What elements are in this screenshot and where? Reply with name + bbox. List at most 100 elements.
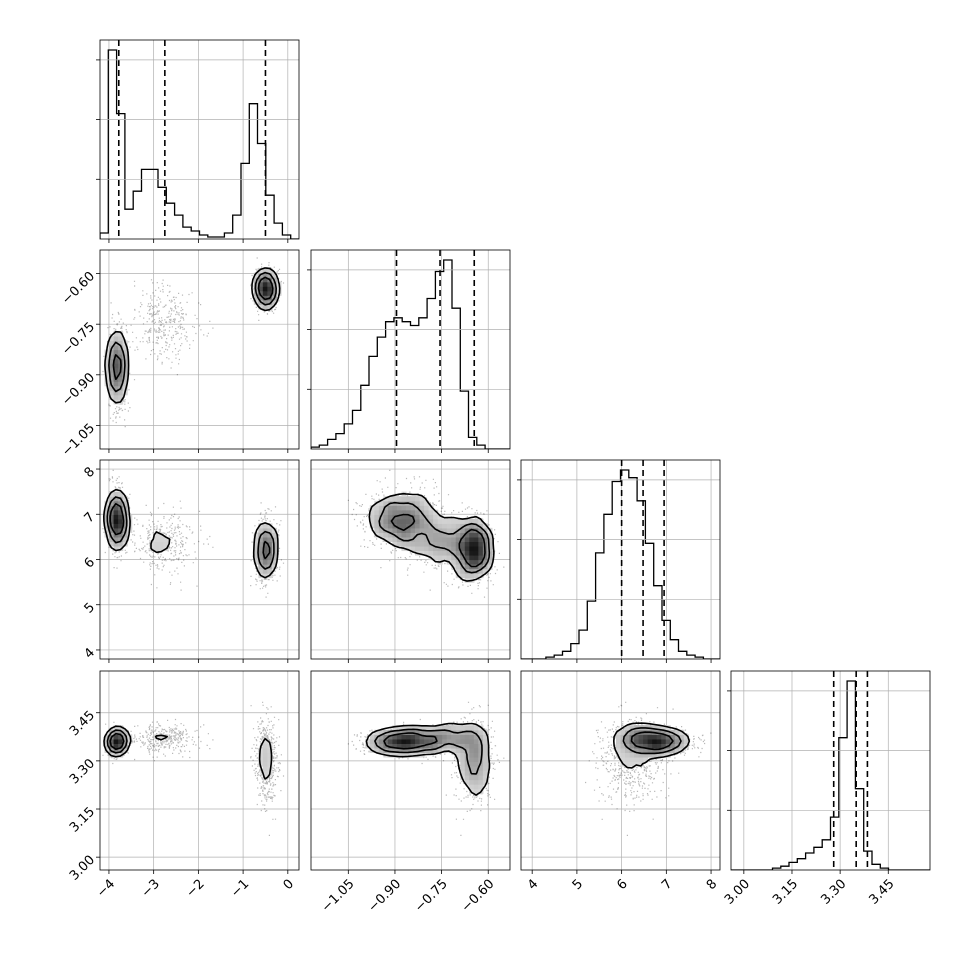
- density-cell: [478, 743, 484, 749]
- density-cell: [473, 729, 479, 735]
- density-cell: [464, 536, 470, 543]
- density-cell: [634, 756, 640, 763]
- density-cell: [460, 559, 466, 565]
- density-cell: [473, 523, 479, 529]
- density-cell: [109, 496, 115, 502]
- density-cell: [262, 304, 268, 310]
- density-cell: [118, 491, 124, 497]
- density-cell: [401, 532, 407, 538]
- density-cell: [638, 734, 644, 740]
- scatter-points: [102, 701, 285, 836]
- density-cell: [415, 725, 421, 731]
- density-cell: [118, 354, 124, 360]
- density-cell: [455, 554, 461, 561]
- density-cell: [652, 738, 658, 744]
- density-cell: [415, 743, 421, 749]
- panel-frame: [310, 459, 511, 660]
- density-cell: [387, 743, 394, 749]
- density-cell: [442, 541, 448, 547]
- density-cell: [478, 518, 484, 524]
- density-cell: [401, 509, 407, 515]
- density-cell: [670, 743, 676, 749]
- density-cell: [113, 747, 119, 754]
- density-cell: [267, 299, 273, 305]
- density-cell: [478, 550, 484, 556]
- density-cell: [446, 536, 452, 543]
- density-cell: [392, 496, 398, 502]
- density-cell: [455, 532, 461, 538]
- density-cell: [442, 527, 448, 533]
- density-cell: [460, 550, 466, 556]
- density-cell: [643, 743, 649, 749]
- density-cell: [267, 286, 273, 292]
- density-cell: [478, 527, 484, 533]
- density-cell: [113, 527, 119, 533]
- density-cell: [374, 729, 380, 735]
- density-cell: [482, 523, 488, 529]
- density-cell: [620, 729, 626, 735]
- density-cell: [625, 743, 631, 749]
- density-cell: [118, 725, 124, 731]
- density-cell: [478, 775, 484, 781]
- density-cell: [625, 738, 631, 744]
- x-tick-label: 4: [525, 877, 541, 893]
- density-cell: [149, 541, 155, 547]
- density-cell: [683, 738, 689, 744]
- density-cell: [122, 518, 128, 524]
- density-cell: [253, 550, 259, 556]
- scatter-panel-1-0: [96, 249, 300, 453]
- density-cell: [401, 496, 407, 502]
- density-cell: [262, 286, 268, 292]
- density-cell: [396, 738, 403, 744]
- density-cell: [113, 390, 119, 396]
- scatter-points: [102, 469, 285, 598]
- x-tick-label: −0.90: [365, 877, 404, 916]
- density-cell: [405, 725, 412, 731]
- density-cell: [253, 554, 259, 561]
- density-cell: [396, 496, 403, 502]
- density-cell: [109, 541, 115, 547]
- density-cell: [473, 545, 479, 552]
- density-cell: [253, 532, 259, 538]
- density-cell: [656, 734, 662, 740]
- y-tick-label: 4: [82, 645, 98, 661]
- density-cell: [487, 532, 493, 538]
- density-cell: [109, 390, 115, 396]
- density-cell: [122, 734, 128, 740]
- density-cell: [267, 541, 273, 547]
- density-cell: [615, 734, 622, 740]
- density-cell: [661, 725, 667, 731]
- y-tick-label: −0.60: [59, 269, 98, 308]
- density-cell: [113, 509, 119, 515]
- density-cell: [258, 554, 264, 561]
- density-cell: [638, 752, 644, 758]
- density-cell: [428, 725, 434, 731]
- density-cell: [460, 725, 466, 731]
- density-cell: [428, 527, 434, 533]
- density-cell: [415, 541, 421, 547]
- x-tick-label: 8: [704, 877, 720, 893]
- density-cell: [460, 756, 466, 763]
- density-cell: [473, 761, 479, 767]
- panel-frame: [730, 670, 931, 871]
- density-cell: [433, 532, 439, 538]
- density-cell: [410, 541, 416, 547]
- density-cell: [460, 770, 466, 776]
- density-cell: [118, 532, 124, 538]
- density-cell: [410, 734, 416, 740]
- density-cell: [118, 394, 124, 400]
- density-cell: [625, 725, 631, 731]
- density-cell: [464, 532, 470, 538]
- density-cell: [258, 756, 264, 763]
- density-cell: [437, 554, 443, 561]
- density-cell: [258, 541, 264, 547]
- density-cell: [620, 734, 626, 740]
- density-cell: [419, 496, 425, 502]
- density-cell: [253, 272, 259, 278]
- y-tick-label: 5: [82, 600, 98, 616]
- density-cell: [469, 765, 475, 772]
- density-cell: [405, 743, 412, 749]
- density-cell: [387, 514, 394, 520]
- density-cell: [405, 505, 412, 511]
- density-cell: [396, 747, 403, 754]
